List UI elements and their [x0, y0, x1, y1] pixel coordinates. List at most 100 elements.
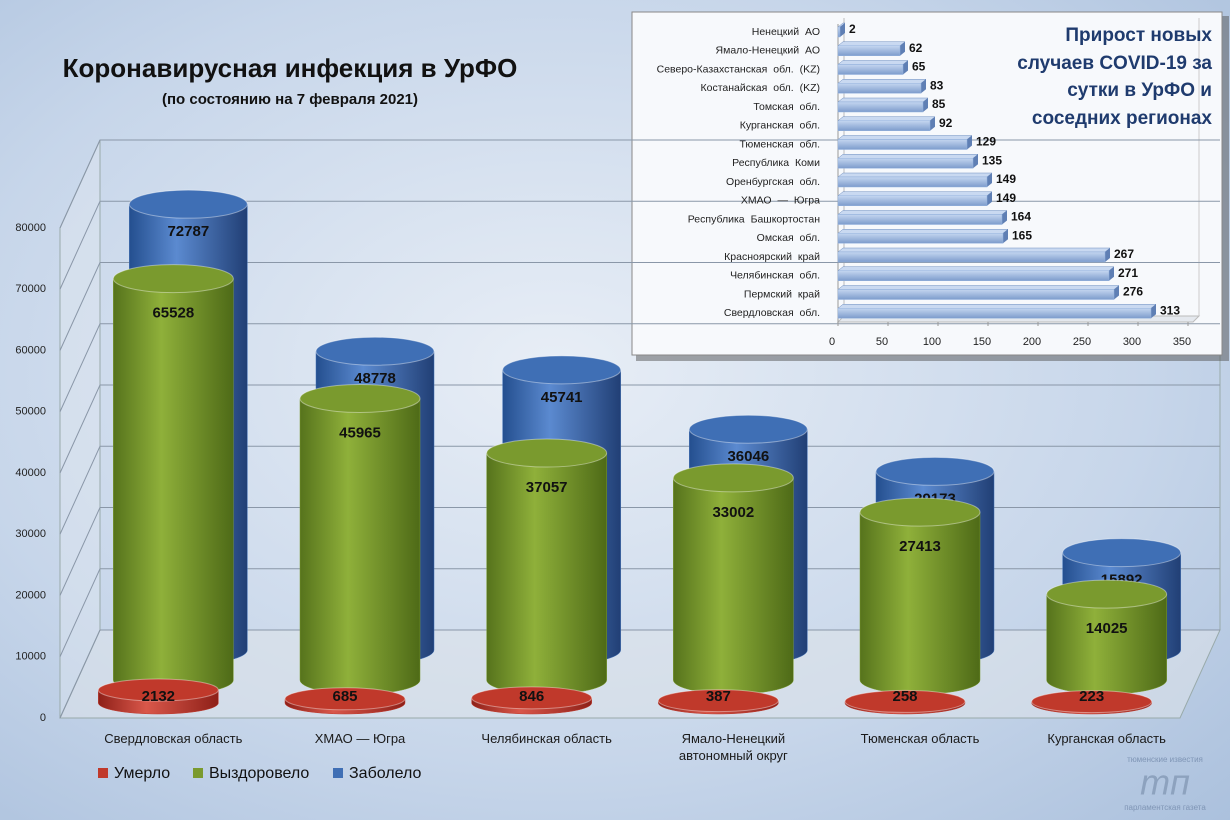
value-label: 135 [982, 153, 1002, 167]
x-tick-label: 0 [829, 336, 835, 348]
y-tick-label: 0 [40, 712, 46, 724]
value-label: 65 [912, 60, 926, 74]
legend-swatch [193, 768, 203, 778]
bar [837, 308, 1152, 319]
y-tick-label: 50000 [15, 406, 46, 418]
x-tick-label: Ямало-Ненецкий автономный округ [678, 731, 788, 763]
bar-top [837, 154, 979, 159]
value-label: 149 [996, 172, 1016, 186]
logo-top: тюменские известия [1127, 755, 1203, 764]
grid-line [59, 629, 1220, 719]
cylinder-top [284, 687, 406, 711]
cylinder [299, 398, 421, 695]
value-label: 85 [932, 97, 946, 111]
value-label: 276 [1123, 285, 1143, 299]
value-label: 271 [1118, 266, 1138, 280]
bar-top [837, 135, 973, 140]
cylinder [113, 278, 234, 695]
x-tick-label: Свердловская область [104, 731, 243, 746]
bar-end [1105, 248, 1110, 262]
bar-top [837, 285, 1120, 290]
x-tick-label: Челябинская область [481, 731, 612, 746]
grid-line [59, 507, 1220, 596]
y-tick-label: Республика Коми [732, 157, 820, 169]
value-label: 27413 [899, 538, 941, 555]
value-label: 165 [1012, 228, 1032, 242]
y-tick-label: Оренбургская обл. [726, 176, 820, 188]
bar-end [1151, 304, 1156, 319]
y-tick-label: 30000 [15, 528, 46, 540]
cylinder-top [844, 689, 966, 713]
value-label: 14025 [1086, 620, 1128, 637]
value-label: 37057 [526, 479, 568, 496]
y-tick-label: 10000 [15, 651, 46, 663]
x-tick-label: 250 [1073, 336, 1091, 348]
bar-end [987, 191, 992, 206]
y-tick-label: 40000 [15, 467, 46, 479]
bar-top [837, 266, 1115, 271]
cylinder-top [128, 189, 248, 219]
bar-end [921, 79, 926, 94]
y-tick-label: Ямало-Ненецкий АО [716, 45, 820, 57]
value-label: 48778 [354, 370, 396, 387]
value-label: 164 [1011, 210, 1031, 224]
cylinder-top [875, 456, 995, 486]
y-tick-label: Красноярский край [724, 251, 820, 263]
y-tick-label: Костанайская обл. (KZ) [700, 82, 820, 94]
value-label: 2132 [142, 688, 175, 705]
value-label: 45965 [339, 424, 381, 441]
y-tick-label: Курганская обл. [740, 120, 820, 132]
y-tick-label: 80000 [15, 222, 46, 234]
value-label: 846 [519, 688, 544, 705]
legend-label: Умерло [114, 765, 170, 782]
cylinder-top [859, 497, 981, 527]
logo-bottom: парламентская газета [1124, 803, 1206, 812]
cylinder [1046, 593, 1167, 695]
bar-end [1114, 285, 1119, 300]
x-tick-label: 350 [1173, 336, 1191, 348]
bar-end [987, 173, 992, 187]
y-tick-label: Республика Башкортостан [688, 213, 820, 225]
bar-end [903, 60, 908, 75]
value-label: 267 [1114, 247, 1134, 261]
y-tick-label: 20000 [15, 589, 46, 601]
x-tick-label: ХМАО — Югра [314, 731, 406, 746]
cylinder-top [315, 336, 435, 366]
value-label: 129 [976, 135, 996, 149]
cylinder-top [672, 463, 794, 493]
legend-swatch [333, 768, 343, 778]
bar [837, 26, 841, 38]
y-tick-label: Томская обл. [753, 101, 820, 113]
bar [837, 83, 922, 94]
value-label: 387 [706, 688, 731, 705]
cylinder-top [1031, 690, 1153, 714]
bar [837, 289, 1115, 300]
bar-end [1109, 266, 1114, 281]
bar [837, 195, 988, 206]
legend-swatch [98, 768, 108, 778]
bar [837, 270, 1110, 281]
bar [837, 139, 968, 150]
value-label: 685 [332, 688, 357, 705]
bar-top [837, 172, 993, 178]
grid-line [59, 568, 1220, 657]
value-label: 258 [892, 688, 917, 705]
bar [837, 101, 924, 113]
y-tick-label: 60000 [15, 344, 46, 356]
cylinder-top [97, 678, 219, 702]
value-label: 223 [1079, 688, 1104, 705]
bar-top [837, 41, 906, 46]
bar-top [837, 116, 936, 121]
cylinder-top [112, 264, 234, 294]
bar [837, 64, 904, 75]
x-tick-label: 50 [876, 336, 888, 348]
legend-label: Выздоровело [209, 765, 309, 782]
bar [837, 120, 931, 131]
bar-top [837, 97, 929, 103]
x-tick-label: 200 [1023, 336, 1041, 348]
bar-end [967, 135, 972, 150]
y-tick-label: Северо-Казахстанская обл. (KZ) [657, 63, 820, 75]
value-label: 2 [849, 22, 856, 36]
